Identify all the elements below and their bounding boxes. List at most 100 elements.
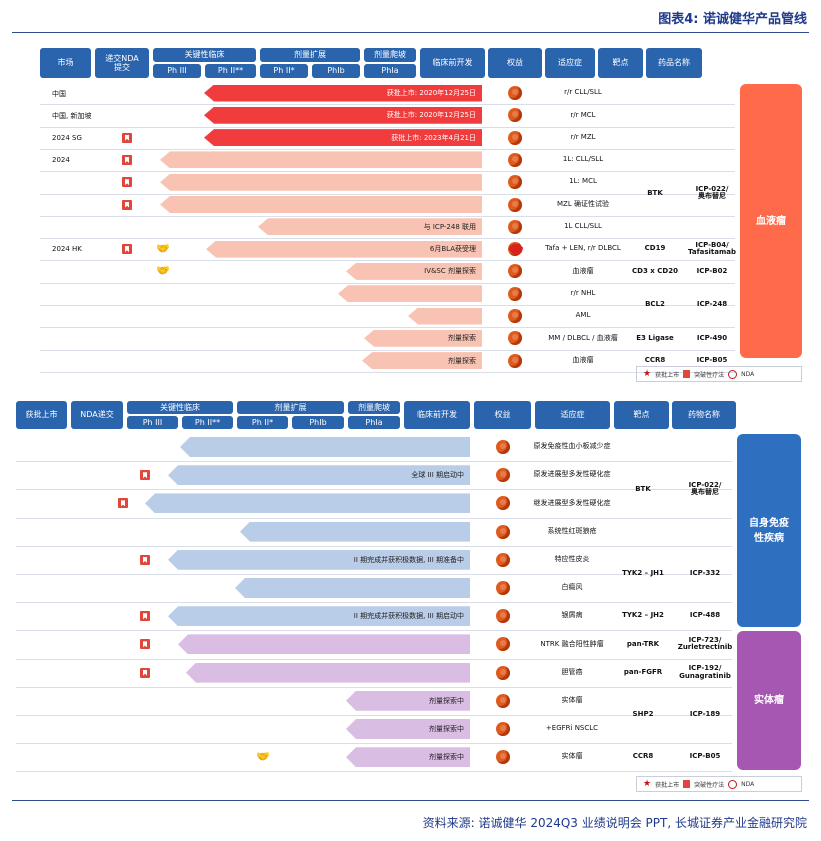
indication-cell: r/r MCL [570,110,596,119]
header2-ph2b: Ph II** [182,416,233,429]
rights-globe-icon [508,331,522,346]
progress-bar: 剂量探索中 [346,719,470,739]
indication-cell: 原发进展型多发性硬化症 [533,470,611,479]
header2-preclinical: 临床前开发 [404,401,470,429]
category-hematology: 血液瘤 [740,84,802,358]
row-divider [16,517,732,519]
drug-name-cell: ICP-723/ Zurletrectinib [677,635,733,652]
header2-market: 获批上市 [16,401,67,429]
legend-panel1: ★ 获批上市 突破性疗法 NDA [636,366,802,382]
drug-name-cell: ICP-B05 [689,752,721,761]
drug-name-cell: ICP-B02 [696,266,728,275]
progress-bar: 获批上市: 2020年12月25日 [204,106,482,124]
progress-bar: 剂量探索 [362,352,482,370]
row-divider [40,193,735,195]
indication-cell: +EGFRi NSCLC [545,724,599,733]
header2-ph2: Ph II* [237,416,288,429]
row-divider [16,545,732,547]
breakthrough-flag-icon [122,154,132,165]
rights-globe-icon [496,722,510,736]
row-divider [40,104,735,106]
row-divider [16,715,732,716]
rights-globe-icon [508,353,522,368]
target-cell: BCL2 [645,300,665,309]
progress-bar: II 期完成并获积极数据, III 期启动中 [168,606,470,627]
indication-cell: AML [575,311,591,320]
header-drug: 药品名称 [646,48,702,78]
progress-bar: 6月BLA获受理 [206,240,482,258]
target-cell: pan-TRK [626,639,660,648]
indication-cell: 白癜风 [561,583,583,592]
breakthrough-flag-icon [122,244,132,255]
indication-cell: MM / DLBCL / 血液瘤 [548,333,618,342]
rights-globe-icon [496,693,510,708]
row-divider [40,371,735,373]
rights-globe-icon [508,130,522,145]
header2-ph1b: PhIb [292,416,344,429]
target-cell: CD3 x CD20 [632,266,678,275]
indication-cell: 血液瘤 [572,355,594,364]
indication-cell: 血液瘤 [572,266,594,275]
rights-globe-icon [508,286,522,301]
target-cell: BTK [635,484,651,493]
drug-name-cell: ICP-488 [689,611,721,620]
breakthrough-flag-icon [122,132,132,143]
indication-cell: Tafa + LEN, r/r DLBCL [545,244,621,253]
legend-panel2: ★ 获批上市 突破性疗法 NDA [636,776,802,792]
target-cell: pan-FGFR [623,667,663,676]
header-nda: 递交NDA 提交 [95,48,149,78]
rights-globe-icon [496,524,510,539]
rights-globe-icon [496,581,510,595]
indication-cell: 胆管癌 [561,667,583,676]
indication-cell: 继发进展型多发性硬化症 [533,498,611,507]
breakthrough-flag-icon [140,554,150,565]
indication-cell: 1L CLL/SLL [564,222,602,231]
indication-cell: 1L: CLL/SLL [562,155,604,164]
header-ph3: Ph III [153,64,201,78]
drug-name-cell: ICP-248 [696,300,728,309]
breakthrough-flag-icon [140,611,150,622]
row-divider [40,349,735,351]
header-preclinical: 临床前开发 [420,48,485,78]
header2-nda: NDA递交 [71,401,123,429]
header2-pivotal: 关键性临床 [127,401,233,414]
header-pivotal: 关键性临床 [153,48,256,62]
rights-globe-icon [508,309,522,323]
progress-bar [178,634,470,655]
breakthrough-flag-icon [122,199,132,210]
progress-bar [160,151,482,169]
indication-cell: 实体瘤 [561,752,583,761]
top-rule [12,32,809,33]
row-divider [40,171,735,173]
progress-bar: 获批上市: 2020年12月25日 [204,84,482,102]
row-divider [40,126,735,128]
bottom-rule [12,800,809,801]
category-autoimmune: 自身免疫 性疾病 [737,434,801,627]
header-dose-expansion: 剂量扩展 [260,48,360,62]
row-divider [16,743,732,745]
rights-globe-icon [508,264,522,279]
row-divider [40,260,735,262]
rights-globe-icon [496,750,510,765]
figure-title: 图表4: 诺诚健华产品管线 [658,12,807,27]
drug-name-cell: ICP-B05 [696,355,728,364]
partner-handshake-icon: 🤝 [156,242,170,256]
breakthrough-flag-icon [140,667,150,678]
rights-globe-icon [508,175,522,190]
progress-bar: 获批上市: 2023年4月21日 [204,129,482,147]
row-divider [16,489,732,491]
header-market: 市场 [40,48,91,78]
category-solid-tumor: 实体瘤 [737,631,801,770]
row-divider [40,215,735,217]
rights-globe-icon [508,219,522,234]
row-divider [16,630,732,632]
drug-name-cell: ICP-332 [689,569,721,578]
row-divider [40,282,735,284]
header-indication: 适应症 [545,48,595,78]
header2-drug: 药物名称 [672,401,736,429]
rights-globe-icon [496,440,510,454]
indication-cell: r/r MZL [570,132,596,141]
row-divider [40,148,735,150]
rights-globe-icon [496,637,510,652]
drug-name-cell: ICP-490 [696,333,728,342]
